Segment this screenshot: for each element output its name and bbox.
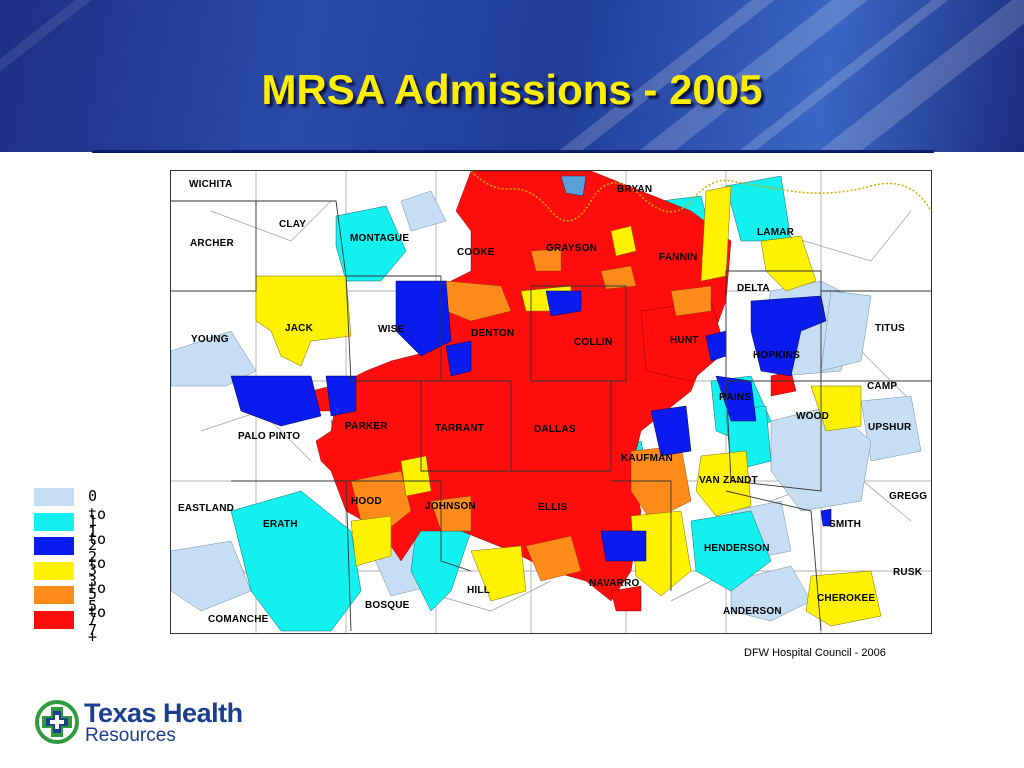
county-label-henderson: HENDERSON	[704, 543, 770, 554]
county-map: WICHITA CLAY MONTAGUE COOKE GRAYSON BRYA…	[170, 170, 932, 634]
county-label-tarrant: TARRANT	[435, 423, 484, 434]
county-label-kaufman: KAUFMAN	[621, 453, 673, 464]
legend-label: 0 to 1	[88, 487, 107, 541]
county-label-lamar: LAMAR	[757, 227, 795, 238]
county-label-montague: MONTAGUE	[350, 233, 410, 244]
logo-title: Texas Health	[84, 698, 243, 728]
legend-swatch	[34, 586, 74, 605]
county-label-rains: RAINS	[719, 392, 752, 403]
county-label-hill: HILL	[467, 585, 491, 596]
county-label-clay: CLAY	[279, 219, 307, 230]
county-label-palo-pinto: PALO PINTO	[238, 431, 301, 442]
county-label-johnson: JOHNSON	[425, 501, 476, 512]
legend-label: 1 to 2	[88, 511, 107, 566]
county-label-hopkins: HOPKINS	[753, 350, 800, 361]
county-label-erath: ERATH	[263, 519, 298, 530]
legend-swatch	[34, 488, 74, 506]
legend-label: 2 to 3	[88, 536, 107, 591]
legend-label: 5 to 7	[88, 585, 107, 640]
county-label-fannin: FANNIN	[659, 252, 698, 263]
county-label-navarro: NAVARRO	[589, 578, 640, 589]
legend-swatch	[34, 537, 74, 556]
slide-title: MRSA Admissions - 2005	[261, 66, 763, 113]
title-divider	[92, 150, 934, 153]
county-label-upshur: UPSHUR	[868, 422, 912, 433]
legend-swatch	[34, 561, 74, 580]
header-banner	[0, 0, 1024, 152]
county-label-cooke: COOKE	[457, 247, 495, 258]
county-label-anderson: ANDERSON	[723, 606, 782, 617]
county-label-comanche: COMANCHE	[208, 614, 269, 625]
county-label-rusk: RUSK	[893, 567, 923, 578]
county-label-dallas: DALLAS	[534, 424, 576, 435]
county-label-eastland: EASTLAND	[178, 503, 235, 514]
county-label-cherokee: CHEROKEE	[817, 593, 876, 604]
county-label-delta: DELTA	[737, 283, 770, 294]
county-label-hood: HOOD	[351, 496, 382, 507]
map-graphic	[171, 171, 931, 633]
county-label-gregg: GREGG	[889, 491, 928, 502]
county-label-archer: ARCHER	[190, 238, 234, 249]
county-label-parker: PARKER	[345, 421, 388, 432]
county-label-bryan: BRYAN	[617, 184, 653, 195]
county-label-smith: SMITH	[829, 519, 862, 530]
county-label-camp: CAMP	[867, 381, 898, 392]
county-label-grayson: GRAYSON	[546, 243, 598, 254]
county-label-wood: WOOD	[796, 411, 830, 422]
county-label-titus: TITUS	[875, 323, 905, 334]
texas-health-logo: Texas Health Resources	[34, 697, 274, 747]
county-label-jack: JACK	[285, 323, 314, 334]
county-label-wise: WISE	[378, 324, 405, 335]
county-label-denton: DENTON	[471, 328, 515, 339]
county-label-hunt: HUNT	[670, 335, 699, 346]
county-label-bosque: BOSQUE	[365, 600, 410, 611]
legend-label: 3 to 5	[88, 560, 107, 615]
legend-swatch	[34, 610, 74, 629]
county-label-ellis: ELLIS	[538, 502, 568, 513]
logo-subtitle: Resources	[85, 725, 176, 746]
county-label-young: YOUNG	[191, 334, 229, 345]
source-credit: DFW Hospital Council - 2006	[744, 647, 886, 659]
county-label-van-zandt: VAN ZANDT	[699, 475, 758, 486]
legend-label: 7 +	[88, 609, 98, 646]
county-label-wichita: WICHITA	[189, 179, 233, 190]
county-label-collin: COLLIN	[574, 337, 613, 348]
cross-emblem-icon	[35, 700, 79, 744]
legend-swatch	[34, 512, 74, 531]
